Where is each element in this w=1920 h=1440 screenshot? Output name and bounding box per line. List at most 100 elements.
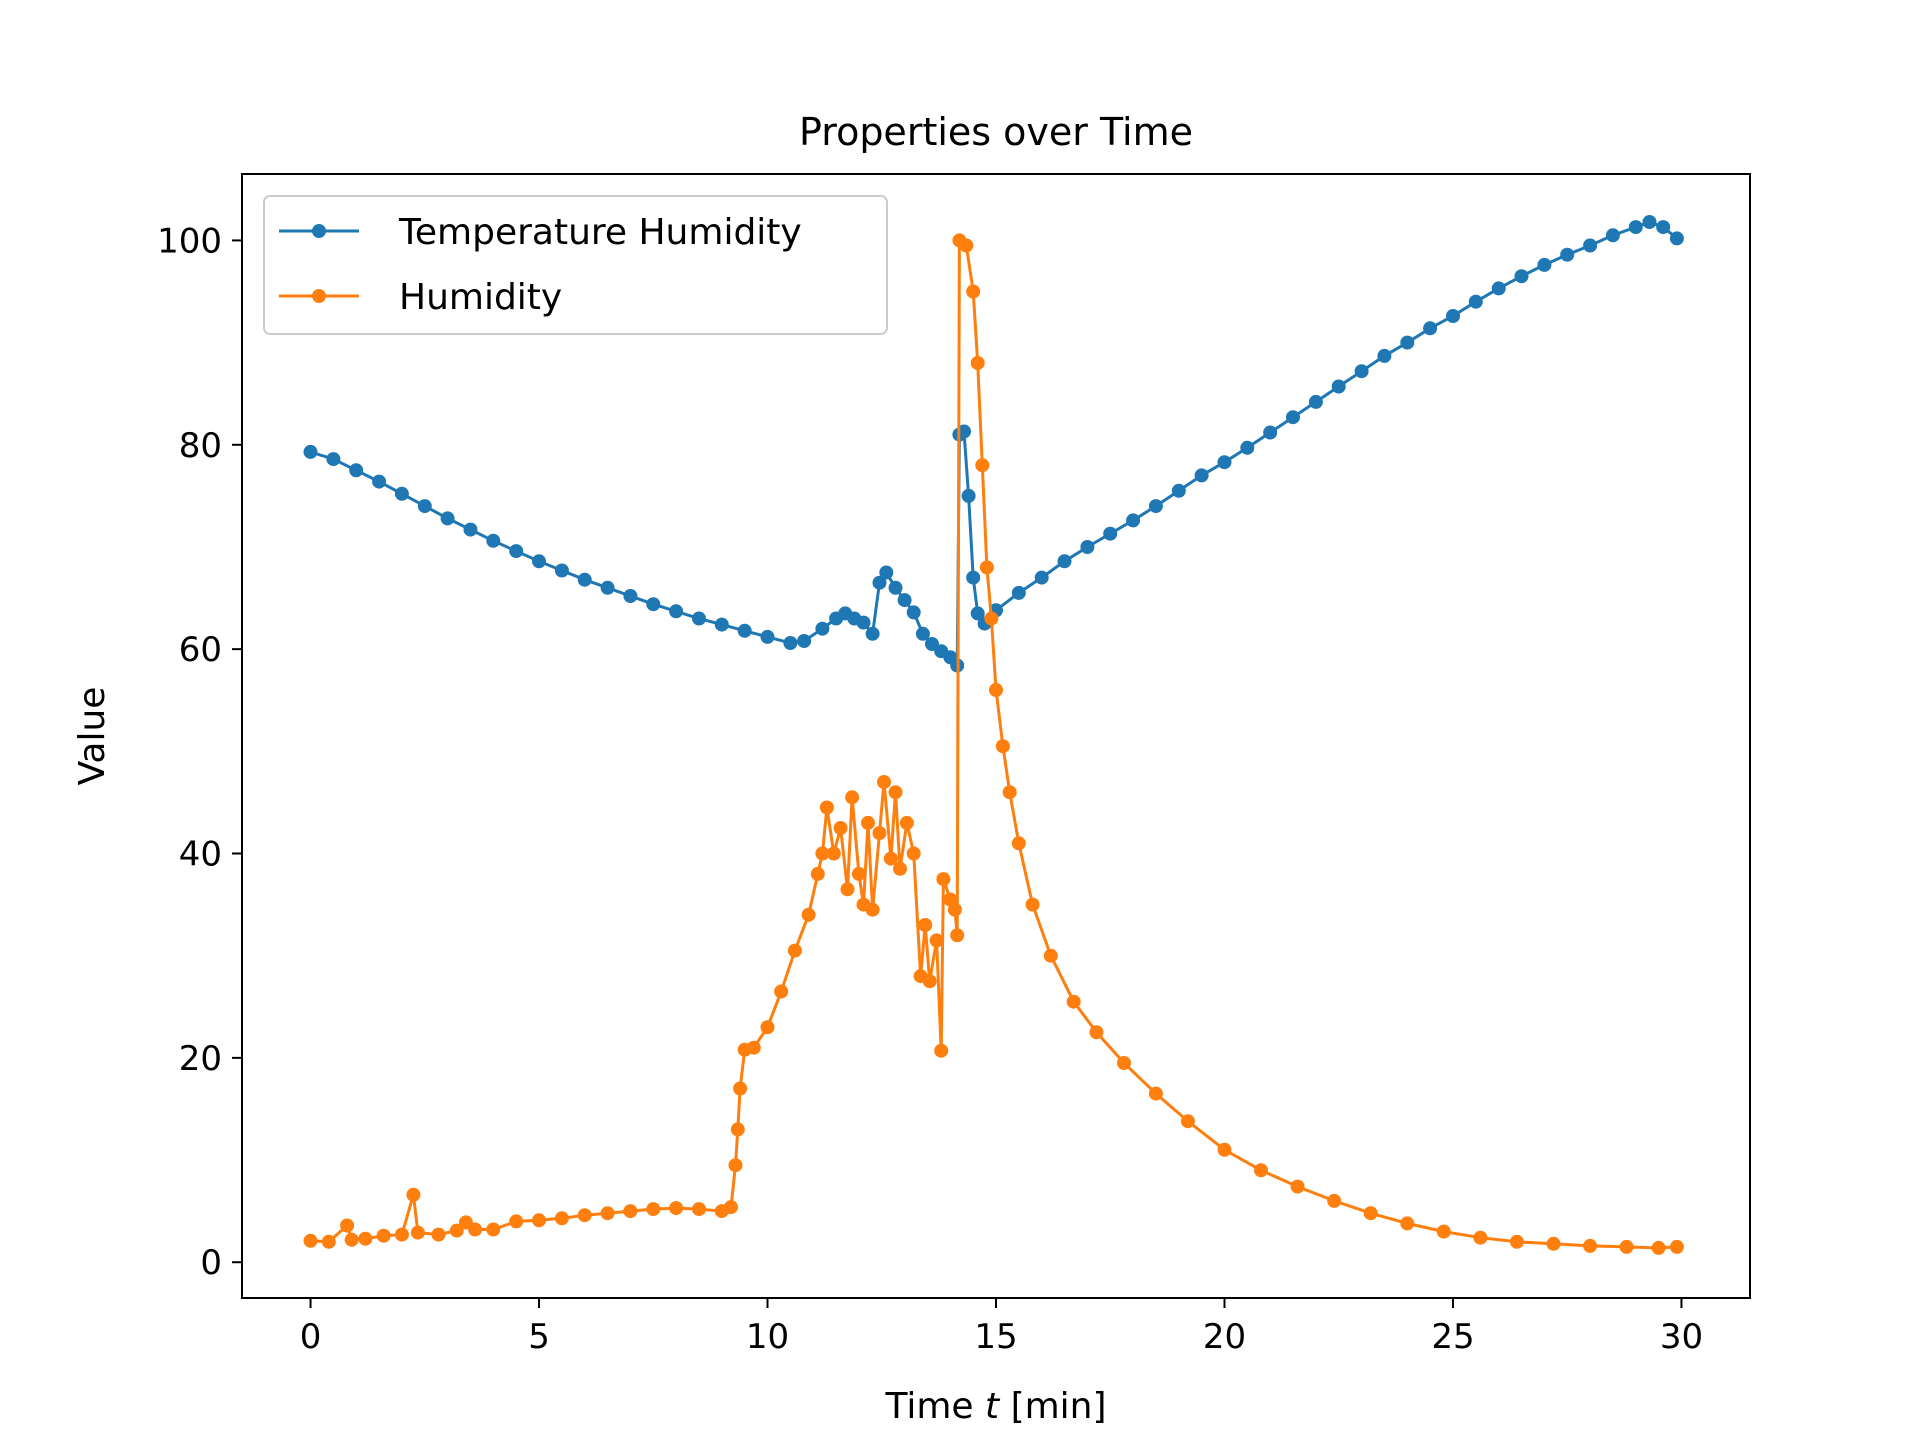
chart-title: Properties over Time [799, 110, 1193, 154]
y-axis-label: Value [72, 687, 113, 786]
data-point-humidity [934, 1043, 949, 1058]
data-point-humidity [1583, 1238, 1598, 1253]
data-point-temperature-humidity [554, 563, 569, 578]
data-point-temperature-humidity [815, 621, 830, 636]
data-point-humidity [1509, 1234, 1524, 1249]
x-tick-label: 25 [1431, 1317, 1474, 1357]
data-point-humidity [1473, 1230, 1488, 1245]
data-point-temperature-humidity [1491, 281, 1506, 296]
data-point-humidity [449, 1223, 464, 1238]
data-point-temperature-humidity [1605, 228, 1620, 243]
data-point-humidity [950, 928, 965, 943]
data-point-temperature-humidity [1537, 257, 1552, 272]
data-point-humidity [1043, 948, 1058, 963]
data-point-temperature-humidity [486, 533, 501, 548]
data-point-temperature-humidity [394, 486, 409, 501]
y-axis: 0 20 40 60 80 100 [157, 221, 242, 1283]
x-tick-label: 10 [746, 1317, 789, 1357]
data-point-humidity [600, 1206, 615, 1221]
plot-area [241, 173, 1751, 1299]
data-point-temperature-humidity [1080, 540, 1095, 554]
y-tick-label: 0 [200, 1243, 222, 1283]
data-point-temperature-humidity [1126, 513, 1141, 528]
x-axis: 0 5 10 15 20 25 30 [300, 1298, 1703, 1357]
data-point-temperature-humidity [1263, 425, 1278, 440]
data-point-humidity [760, 1020, 775, 1035]
data-point-humidity [509, 1214, 524, 1229]
data-point-temperature-humidity [623, 589, 638, 603]
data-point-humidity [692, 1202, 706, 1217]
data-point-humidity [840, 882, 855, 897]
data-point-humidity [989, 683, 1003, 697]
legend-marker-humidity [312, 289, 326, 303]
x-axis-label: Time t [min] [884, 1386, 1106, 1427]
data-point-humidity [883, 851, 898, 866]
data-point-temperature-humidity [865, 626, 880, 641]
data-point-humidity [577, 1208, 592, 1223]
data-point-humidity [1400, 1216, 1415, 1231]
data-point-humidity [1025, 897, 1040, 912]
data-point-humidity [1363, 1206, 1378, 1221]
data-point-temperature-humidity [737, 623, 752, 638]
data-point-temperature-humidity [532, 554, 546, 569]
data-point-humidity [893, 861, 907, 876]
data-point-humidity [1066, 994, 1081, 1009]
data-point-temperature-humidity [1423, 321, 1438, 336]
legend-label-humidity: Humidity [399, 277, 562, 318]
legend-marker-temperature-humidity [312, 224, 326, 238]
data-point-humidity [833, 821, 848, 835]
data-point-humidity [730, 1122, 745, 1137]
data-point-temperature-humidity [1642, 215, 1657, 229]
data-point-temperature-humidity [1656, 220, 1671, 235]
data-point-temperature-humidity [1171, 483, 1186, 498]
data-point-humidity [1254, 1163, 1268, 1178]
data-point-temperature-humidity [463, 522, 478, 537]
data-point-temperature-humidity [1194, 468, 1209, 483]
data-point-temperature-humidity [783, 636, 798, 650]
data-point-temperature-humidity [872, 575, 887, 590]
data-point-humidity [1651, 1240, 1666, 1255]
legend-box [263, 195, 888, 335]
data-point-humidity [1180, 1114, 1195, 1129]
data-point-humidity [929, 933, 944, 948]
series-layer [303, 215, 1684, 1255]
data-point-temperature-humidity [961, 488, 976, 503]
data-point-temperature-humidity [1331, 379, 1346, 394]
data-point-humidity [970, 356, 985, 370]
data-point-temperature-humidity [692, 611, 706, 626]
data-point-temperature-humidity [856, 615, 871, 630]
data-point-humidity [801, 907, 816, 922]
data-point-temperature-humidity [897, 593, 912, 608]
data-point-humidity [358, 1231, 373, 1246]
data-point-temperature-humidity [372, 474, 387, 489]
data-point-humidity [922, 974, 937, 989]
data-point-humidity [746, 1040, 761, 1055]
x-tick-label: 0 [300, 1317, 322, 1357]
data-point-humidity [1546, 1236, 1561, 1251]
data-point-temperature-humidity [509, 544, 524, 559]
data-point-humidity [1217, 1142, 1232, 1157]
data-point-temperature-humidity [1628, 220, 1643, 235]
data-point-humidity [1117, 1056, 1131, 1070]
data-point-humidity [406, 1187, 421, 1202]
x-tick-label: 30 [1660, 1317, 1703, 1357]
data-point-humidity [1327, 1193, 1342, 1208]
data-point-humidity [321, 1234, 336, 1249]
data-point-humidity [468, 1222, 483, 1237]
data-point-humidity [728, 1158, 743, 1173]
data-point-temperature-humidity [966, 570, 981, 585]
data-point-temperature-humidity [879, 565, 894, 580]
data-point-humidity [947, 902, 962, 917]
data-point-temperature-humidity [1468, 294, 1483, 309]
data-point-humidity [1669, 1239, 1684, 1254]
x-axis-label-prefix: Time [884, 1386, 985, 1427]
data-point-temperature-humidity [646, 597, 661, 612]
data-point-temperature-humidity [797, 634, 812, 648]
data-point-humidity [623, 1204, 638, 1219]
data-point-humidity [410, 1225, 425, 1240]
data-point-temperature-humidity [957, 424, 971, 439]
data-point-humidity [815, 846, 830, 861]
data-point-temperature-humidity [1669, 231, 1684, 246]
legend: Temperature Humidity Humidity [263, 195, 888, 335]
